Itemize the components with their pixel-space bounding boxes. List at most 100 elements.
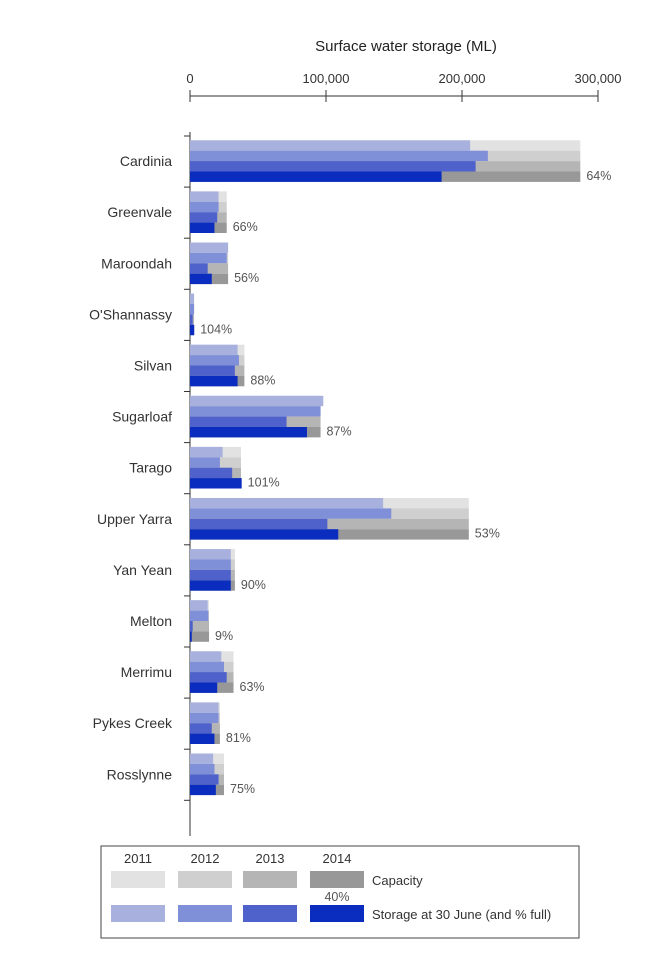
category-label: Merrimu [121, 664, 172, 680]
category-label: Upper Yarra [97, 511, 172, 527]
legend-storage-swatch [243, 905, 297, 922]
storage-bar [190, 661, 224, 673]
storage-bar [190, 427, 307, 438]
storage-bar [190, 191, 219, 202]
storage-bar [190, 395, 324, 407]
legend-border [100, 845, 580, 939]
storage-bar [190, 529, 339, 540]
storage-bar [190, 304, 195, 315]
storage-bar [190, 559, 231, 570]
storage-bar [190, 416, 287, 427]
category-label: Tarago [129, 460, 172, 476]
storage-bar [190, 222, 215, 233]
x-axis: 0 100,000 200,000 300,000 [186, 71, 622, 102]
storage-bar [190, 467, 233, 479]
legend-year: 2011 [124, 851, 152, 866]
legend-storage-swatch [310, 905, 364, 922]
storage-bar [190, 478, 242, 489]
legend-capacity-swatch [310, 871, 364, 888]
percent-full-label: 63% [240, 680, 265, 694]
x-axis-title: Surface water storage (ML) [315, 38, 497, 55]
percent-full-label: 75% [230, 782, 255, 796]
storage-bar [190, 580, 231, 591]
category-label: Melton [130, 613, 172, 629]
percent-full-label: 81% [226, 731, 251, 745]
storage-bar [190, 140, 471, 151]
legend-example-percent: 40% [324, 890, 349, 904]
storage-bar [190, 763, 215, 775]
storage-bar [190, 171, 442, 182]
legend-capacity-label: Capacity [372, 873, 423, 888]
storage-bar [190, 355, 239, 366]
storage-bar [190, 702, 219, 713]
storage-bar [190, 569, 231, 581]
storage-bar [190, 621, 193, 632]
storage-bar [190, 508, 392, 519]
percent-full-label: 9% [215, 629, 233, 643]
x-tick-label: 300,000 [575, 71, 622, 86]
storage-bar [190, 263, 208, 274]
storage-bar [190, 457, 220, 468]
x-tick-label: 0 [186, 71, 193, 86]
storage-bar [190, 610, 209, 621]
x-tick-label: 200,000 [439, 71, 486, 86]
x-tick-label: 100,000 [303, 71, 350, 86]
storage-bar [190, 365, 235, 376]
storage-bar [190, 273, 212, 285]
storage-bar [190, 784, 216, 796]
storage-bar [190, 672, 227, 683]
storage-bar [190, 651, 222, 662]
percent-full-label: 53% [475, 527, 500, 541]
category-label: Silvan [134, 358, 172, 374]
storage-bar [190, 549, 231, 560]
storage-bar [190, 733, 215, 744]
capacity-bar [190, 518, 469, 530]
percent-full-label: 64% [586, 169, 611, 183]
storage-bar [190, 344, 238, 356]
storage-bar [190, 518, 328, 530]
percent-labels: 64% 66% 56% 104% 88% 87% 101% 53% 90% 9% 63% 81% 75% [200, 169, 611, 796]
legend-year: 2012 [191, 851, 220, 866]
storage-bar [190, 406, 321, 417]
percent-full-label: 66% [233, 220, 258, 234]
legend-capacity-swatch [178, 871, 232, 888]
storage-bar [190, 446, 223, 458]
category-label: Greenvale [107, 204, 172, 220]
storage-bar [190, 375, 238, 387]
percent-full-label: 104% [200, 322, 232, 336]
storage-bar [190, 682, 218, 693]
legend-capacity-swatch [111, 871, 165, 888]
category-label: Yan Yean [113, 562, 172, 578]
storage-bar [190, 293, 195, 304]
legend-storage-swatch [178, 905, 232, 922]
legend-storage-label: Storage at 30 June (and % full) [372, 907, 551, 922]
storage-bar [190, 252, 227, 264]
storage-bar [190, 314, 193, 325]
storage-bar [190, 712, 219, 724]
storage-bar [190, 631, 192, 642]
category-label: Maroondah [101, 255, 172, 271]
percent-full-label: 101% [248, 476, 280, 490]
bars [190, 140, 581, 796]
category-label: Rosslynne [107, 766, 173, 782]
storage-bar [190, 161, 476, 172]
percent-full-label: 88% [250, 373, 275, 387]
legend-capacity-swatch [243, 871, 297, 888]
storage-bar [190, 242, 229, 253]
storage-bar [190, 723, 212, 734]
storage-bar [190, 150, 488, 162]
category-label: O'Shannassy [89, 306, 172, 322]
storage-bar [190, 212, 218, 223]
capacity-bar [190, 263, 229, 274]
percent-full-label: 90% [241, 578, 266, 592]
category-label: Pykes Creek [93, 715, 173, 731]
category-label: Cardinia [120, 153, 172, 169]
storage-bar [190, 774, 219, 785]
category-labels: Cardinia Greenvale Maroondah O'Shannassy Sil… [89, 153, 173, 782]
capacity-bar [190, 631, 210, 642]
category-label: Sugarloaf [112, 409, 172, 425]
legend-storage-swatch [111, 905, 165, 922]
y-axis [184, 132, 191, 836]
